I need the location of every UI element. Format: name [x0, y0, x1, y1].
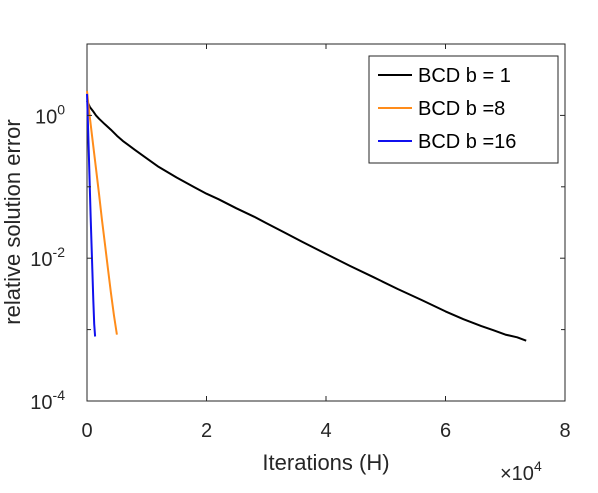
- x-tick-label-0: 0: [81, 420, 92, 442]
- x-tick-label-1: 2: [201, 420, 212, 442]
- legend-box: [368, 55, 559, 164]
- x-tick-label-3: 6: [440, 420, 451, 442]
- legend-label-3: BCD b =16: [418, 131, 516, 153]
- legend: BCD b = 1 BCD b =8 BCD b =16: [368, 55, 559, 164]
- x-multiplier-label: ×104: [500, 458, 542, 485]
- y-tick-label-base-1: 10: [30, 249, 52, 271]
- x-tick-label-4: 8: [559, 420, 570, 442]
- series-line-1: [86, 100, 527, 342]
- y-tick-label-exp-0: -4: [53, 387, 66, 403]
- y-axis-title: relative solution error: [0, 119, 25, 324]
- y-tick-label-1: 10-2: [30, 244, 65, 271]
- y-tick-label-base-2: 10: [35, 106, 57, 128]
- y-tick-label-exp-1: -2: [53, 244, 66, 260]
- y-tick-label-0: 10-4: [30, 387, 65, 414]
- x-axis-title: Iterations (H): [262, 450, 389, 475]
- x-multiplier-exponent: 4: [534, 458, 542, 474]
- series-line-3: [86, 93, 97, 337]
- series-layer: [86, 90, 527, 342]
- series-line-2: [86, 90, 118, 335]
- y-tick-label-exp-2: 0: [57, 101, 65, 117]
- x-tick-label-2: 4: [320, 420, 331, 442]
- legend-label-2: BCD b =8: [418, 98, 505, 120]
- legend-label-1: BCD b = 1: [418, 65, 511, 87]
- y-tick-label-base-0: 10: [30, 392, 52, 414]
- y-tick-label-2: 100: [35, 101, 65, 128]
- x-multiplier-base: ×10: [500, 463, 534, 485]
